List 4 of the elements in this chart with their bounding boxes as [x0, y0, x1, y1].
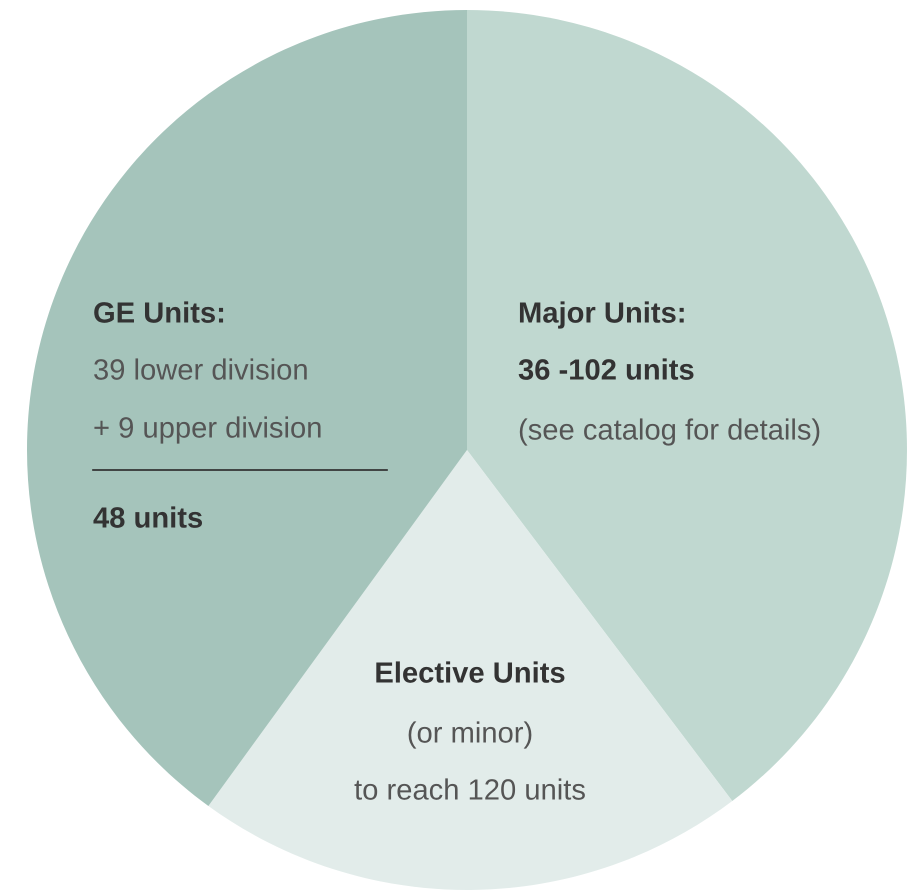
category-label: GE Units: 39 lower division + 9 upper division 48 units — [93, 301, 321, 528]
category-label: Elective Units (or minor) to reach 120 units — [354, 661, 585, 800]
category-label: Major Units: 36 -102 units (see catalog for details) — [518, 301, 820, 446]
pie-slice — [208, 450, 732, 890]
